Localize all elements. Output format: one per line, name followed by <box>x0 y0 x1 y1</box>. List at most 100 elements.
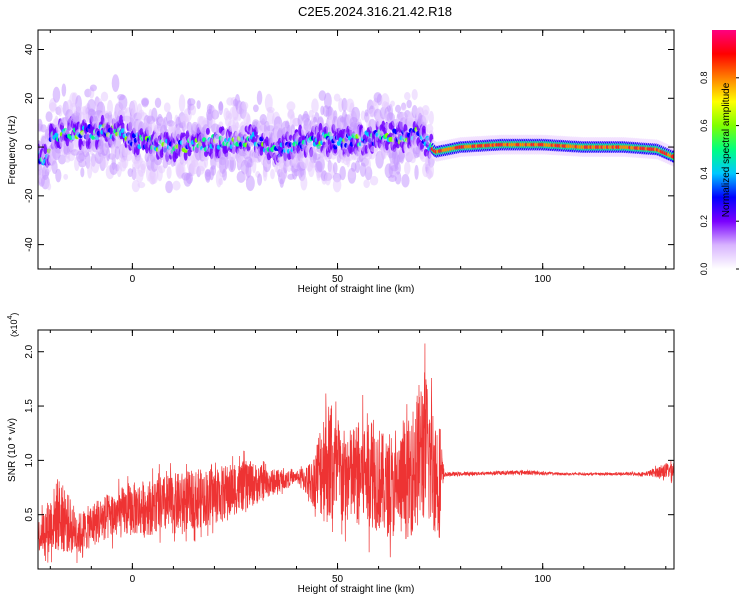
spectrogram-ylabel: Frequency (Hz) <box>7 116 18 185</box>
spectrogram-cell <box>118 94 128 111</box>
spectrogram-cell <box>137 181 146 189</box>
spectrogram-cell <box>401 174 410 188</box>
spectrogram-cell <box>290 124 296 137</box>
spectrogram-xtick-label: 50 <box>332 274 344 285</box>
spectrogram-cell <box>363 179 370 189</box>
spectrogram-cell <box>252 104 259 113</box>
snr-ytick-label: 1.0 <box>24 453 35 467</box>
spectrogram-cell <box>316 156 325 173</box>
spectrogram-cell <box>151 107 158 122</box>
snr-ytick-label: 1.5 <box>24 399 35 413</box>
spectrogram-cell <box>61 83 67 97</box>
spectrogram-cell <box>163 102 171 113</box>
spectrogram-cell <box>400 104 407 111</box>
spectrogram-cell <box>140 160 147 171</box>
spectrogram-cell <box>186 121 193 133</box>
spectrogram-cell <box>54 132 59 138</box>
spectrogram-cell <box>266 106 275 113</box>
spectrogram-ytick-label: 40 <box>24 44 35 56</box>
spectrogram-cell <box>158 165 166 174</box>
spectrogram-axes: 0 50 100 -40 -20 0 20 40 <box>24 30 674 285</box>
spectrogram-cell <box>422 109 429 125</box>
spectrogram-cell <box>270 168 275 180</box>
spectrogram-cell <box>414 164 419 180</box>
snr-axes: 0 50 100 0.5 1.0 1.5 2.0 <box>24 330 674 585</box>
spectrogram-cell <box>190 104 197 116</box>
colorbar-tick-label: 0.4 <box>699 167 709 180</box>
colorbar-tick-label: 0.0 <box>699 263 709 276</box>
spectrogram-cell <box>165 180 173 194</box>
spectrogram-xtick-label: 100 <box>534 274 551 285</box>
spectrogram-cell <box>100 91 109 102</box>
spectrogram-cell <box>63 173 69 180</box>
spectrogram-cell <box>89 84 97 92</box>
spectrogram-cell <box>218 177 224 186</box>
spectrogram-cell <box>366 157 371 174</box>
snr-frame <box>37 329 675 570</box>
spectrogram-ytick-label: -40 <box>24 237 35 252</box>
spectrogram-cell <box>55 168 62 183</box>
spectrogram-cell <box>65 136 70 147</box>
snr-series-line <box>38 343 674 563</box>
spectrogram-cell <box>386 112 395 123</box>
spectrogram-cell <box>87 162 93 179</box>
spectrogram-cell <box>394 171 402 185</box>
snr-ylabel: SNR (10 * v/v) <box>7 418 18 482</box>
snr-panel: 0 50 100 0.5 1.0 1.5 2.0 Height of straight li… <box>7 313 675 595</box>
spectrogram-xtick-label: 0 <box>130 274 136 285</box>
colorbar-tick-label: 0.8 <box>699 72 709 85</box>
spectrogram-cell <box>252 136 257 144</box>
spectrogram-cell <box>229 156 234 171</box>
spectrogram-cell <box>406 99 412 109</box>
spectrogram-cell <box>341 97 348 112</box>
spectrogram-cell <box>51 160 58 174</box>
spectrogram-cell <box>360 110 366 121</box>
spectrogram-cell <box>311 98 319 114</box>
spectrogram-cell <box>204 156 209 168</box>
spectrogram-cell <box>257 173 263 186</box>
spectrogram-cell <box>369 151 376 160</box>
spectrogram-ytick-label: 20 <box>24 92 35 104</box>
spectrogram-cell <box>131 171 137 180</box>
spectrogram-cell <box>369 175 379 186</box>
spectrogram-cell <box>332 162 338 175</box>
spectrogram-cell <box>222 168 227 181</box>
spectrogram-cell <box>80 167 85 178</box>
spectrogram-cell <box>428 164 435 178</box>
spectrogram-cell <box>670 154 674 159</box>
snr-line-layer <box>38 343 674 563</box>
spectrogram-cell <box>131 179 140 193</box>
spectrogram-cell <box>205 127 210 135</box>
colorbar-gradient <box>712 30 736 269</box>
spectrogram-cell <box>300 175 308 191</box>
spectrogram-xlabel: Height of straight line (km) <box>298 284 415 295</box>
spectrogram-cell <box>48 102 57 111</box>
snr-xlabel: Height of straight line (km) <box>298 584 415 595</box>
spectrogram-ytick-label: 0 <box>24 144 35 150</box>
spectrogram-panel: 0 50 100 -40 -20 0 20 40 Height of straight lin… <box>7 29 675 295</box>
spectrogram-cell <box>286 101 296 112</box>
spectrogram-cell <box>421 125 426 133</box>
spectrogram-cell <box>52 86 61 103</box>
spectrogram-cell <box>111 74 120 92</box>
spectrogram-ytick-label: -20 <box>24 188 35 203</box>
colorbar-ticks: 0.0 0.2 0.4 0.6 0.8 <box>699 72 739 276</box>
spectrogram-cell <box>333 93 341 102</box>
colorbar-tick-label: 0.2 <box>699 215 709 228</box>
figure-title: C2E5.2024.316.21.42.R18 <box>298 4 452 19</box>
spectrogram-cell <box>388 132 393 139</box>
spectrogram-cell <box>119 114 124 126</box>
spectrogram-cell <box>183 150 188 161</box>
spectrogram-cell <box>339 166 346 181</box>
snr-xtick-label: 50 <box>332 574 344 585</box>
spectrogram-cell <box>178 94 186 113</box>
spectrogram-cell <box>76 106 81 113</box>
snr-multiplier: (x104) <box>7 313 19 337</box>
colorbar: 0.0 0.2 0.4 0.6 0.8 Normalized spectral ampl… <box>699 30 739 275</box>
spectrogram-cell <box>411 88 418 101</box>
spectrogram-cell <box>332 177 342 193</box>
snr-xtick-label: 0 <box>130 574 136 585</box>
spectrogram-cell <box>141 97 150 106</box>
spectrogram-cell <box>241 101 249 110</box>
